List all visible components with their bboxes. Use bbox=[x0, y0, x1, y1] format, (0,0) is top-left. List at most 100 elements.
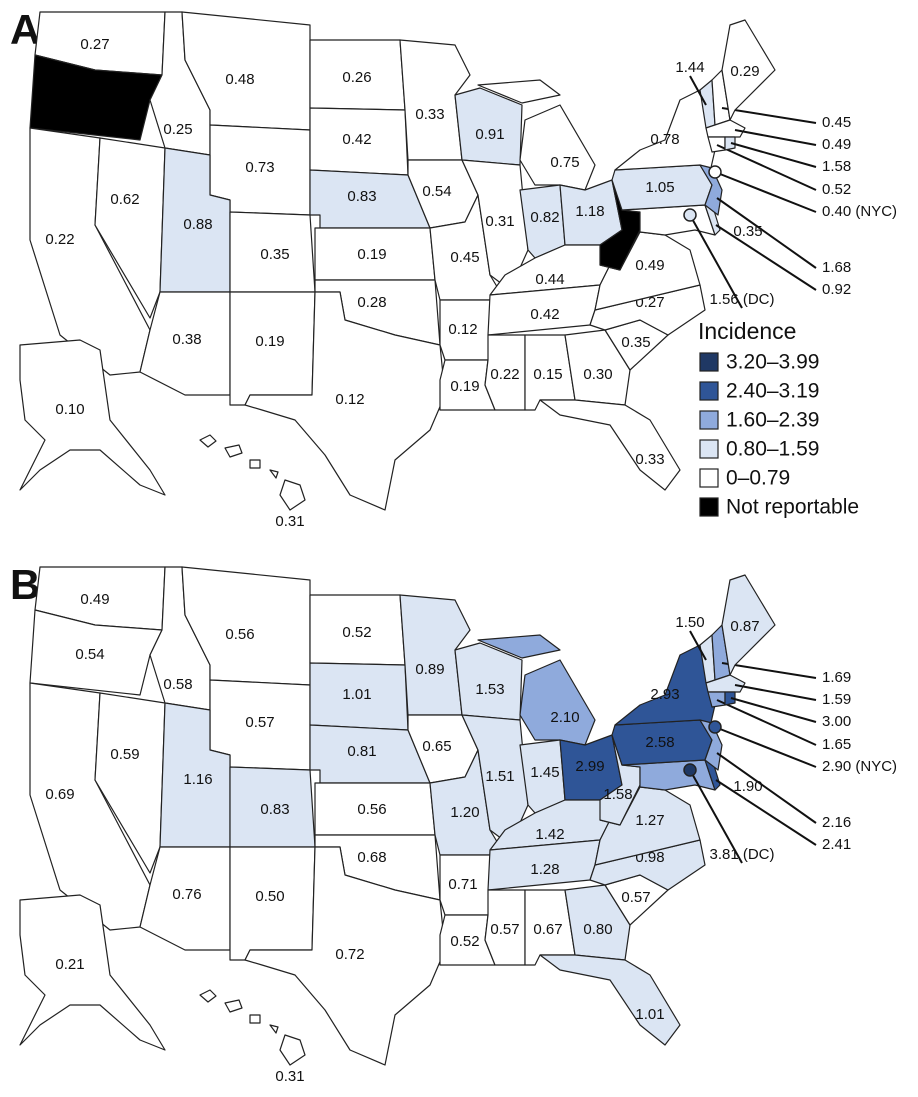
panel-letter: A bbox=[10, 6, 40, 53]
state-label: 0.22 bbox=[490, 366, 519, 383]
state-label: 0.52 bbox=[822, 181, 851, 198]
panel-letter: B bbox=[10, 561, 40, 608]
state-label: 0.57 bbox=[245, 714, 274, 731]
state-label: 0.38 bbox=[172, 331, 201, 348]
state-label: 0.78 bbox=[650, 131, 679, 148]
state bbox=[724, 691, 736, 706]
state-label: 0.44 bbox=[535, 271, 564, 288]
state-label: 0.54 bbox=[422, 183, 451, 200]
state-label: 0.25 bbox=[163, 121, 192, 138]
leader-line bbox=[716, 144, 817, 191]
legend-swatch bbox=[699, 410, 719, 430]
state-label: 0.15 bbox=[533, 366, 562, 383]
state-label: 0.45 bbox=[822, 114, 851, 131]
state-label: 0.92 bbox=[822, 281, 851, 298]
state-label: 0.54 bbox=[75, 646, 104, 663]
leader-line bbox=[714, 171, 817, 213]
state-label: 0.71 bbox=[448, 876, 477, 893]
city-marker bbox=[683, 208, 697, 222]
state-label: 0.12 bbox=[335, 391, 364, 408]
leader-line bbox=[721, 107, 817, 124]
state-label: 2.10 bbox=[550, 709, 579, 726]
state-label: 0.50 bbox=[255, 888, 284, 905]
state-label: 1.42 bbox=[535, 826, 564, 843]
legend-swatch bbox=[699, 497, 719, 517]
state-label: 1.01 bbox=[342, 686, 371, 703]
state-label: 2.58 bbox=[645, 734, 674, 751]
state bbox=[244, 291, 446, 511]
state-label: 0.30 bbox=[583, 366, 612, 383]
state-label: 1.18 bbox=[575, 203, 604, 220]
legend-label: 0.80–1.59 bbox=[726, 438, 819, 461]
state bbox=[539, 399, 681, 491]
legend-swatch bbox=[699, 468, 719, 488]
state bbox=[705, 674, 746, 693]
state-label: 0.45 bbox=[450, 249, 479, 266]
state-label: 0.75 bbox=[550, 154, 579, 171]
state-label: 1.58 bbox=[603, 786, 632, 803]
state-label: 0.33 bbox=[635, 451, 664, 468]
leader-line bbox=[721, 662, 817, 679]
state-label: 1.01 bbox=[635, 1006, 664, 1023]
state-label: 0.81 bbox=[347, 743, 376, 760]
state-label: 1.20 bbox=[450, 804, 479, 821]
legend-swatch bbox=[699, 381, 719, 401]
state-label: 1.69 bbox=[822, 669, 851, 686]
state-label: 0.19 bbox=[357, 246, 386, 263]
state-label: 1.45 bbox=[530, 764, 559, 781]
legend-label: 1.60–2.39 bbox=[726, 409, 819, 432]
leader-line bbox=[715, 779, 817, 846]
city-marker bbox=[708, 720, 722, 734]
state-label: 0.28 bbox=[357, 294, 386, 311]
state-label: 0.10 bbox=[55, 401, 84, 418]
state-label: 1.56 (DC) bbox=[709, 291, 774, 308]
state-label: 1.28 bbox=[530, 861, 559, 878]
state-label: 1.90 bbox=[733, 778, 762, 795]
state-label: 0.80 bbox=[583, 921, 612, 938]
state-label: 3.00 bbox=[822, 713, 851, 730]
state-label: 0.31 bbox=[485, 213, 514, 230]
state-label: 0.42 bbox=[342, 131, 371, 148]
state-label: 0.88 bbox=[183, 216, 212, 233]
leader-line bbox=[734, 129, 817, 146]
state bbox=[199, 989, 306, 1066]
state-label: 0.52 bbox=[450, 933, 479, 950]
state-label: 0.82 bbox=[530, 209, 559, 226]
state-label: 0.67 bbox=[533, 921, 562, 938]
state-label: 0.31 bbox=[275, 513, 304, 530]
leader-line bbox=[716, 197, 817, 269]
state-label: 1.05 bbox=[645, 179, 674, 196]
state-label: 0.19 bbox=[255, 333, 284, 350]
state-label: 0.31 bbox=[275, 1068, 304, 1085]
state-label: 0.40 (NYC) bbox=[822, 203, 897, 220]
state bbox=[705, 119, 746, 138]
legend: Incidence 3.20–3.99 2.40–3.19 1.60–2.39 0.80… bbox=[698, 318, 859, 518]
leader-line bbox=[689, 75, 707, 106]
state bbox=[454, 87, 523, 166]
state-label: 0.56 bbox=[225, 626, 254, 643]
legend-swatch bbox=[699, 439, 719, 459]
leader-line bbox=[689, 769, 743, 864]
state-label: 0.52 bbox=[342, 624, 371, 641]
state-label: 0.48 bbox=[225, 71, 254, 88]
legend-label: 3.20–3.99 bbox=[726, 351, 819, 374]
state-label: 2.41 bbox=[822, 836, 851, 853]
state-label: 0.83 bbox=[260, 801, 289, 818]
city-marker bbox=[683, 763, 697, 777]
leader-line bbox=[689, 214, 743, 309]
map-panel: B 0.49 0.54 0.69 0.59 0.58 0.56 0.57 1.16 0.83 0.7… bbox=[10, 561, 897, 1085]
state-label: 0.33 bbox=[415, 106, 444, 123]
state-label: 2.93 bbox=[650, 686, 679, 703]
state-label: 1.65 bbox=[822, 736, 851, 753]
state bbox=[454, 642, 523, 721]
state-label: 0.26 bbox=[342, 69, 371, 86]
leader-line bbox=[716, 699, 817, 746]
state-label: 0.59 bbox=[110, 746, 139, 763]
state-label: 0.42 bbox=[530, 306, 559, 323]
state bbox=[244, 846, 446, 1066]
leader-line bbox=[689, 630, 707, 661]
state-label: 1.68 bbox=[822, 259, 851, 276]
state-label: 1.58 bbox=[822, 158, 851, 175]
state bbox=[199, 434, 306, 511]
state-label: 0.87 bbox=[730, 618, 759, 635]
